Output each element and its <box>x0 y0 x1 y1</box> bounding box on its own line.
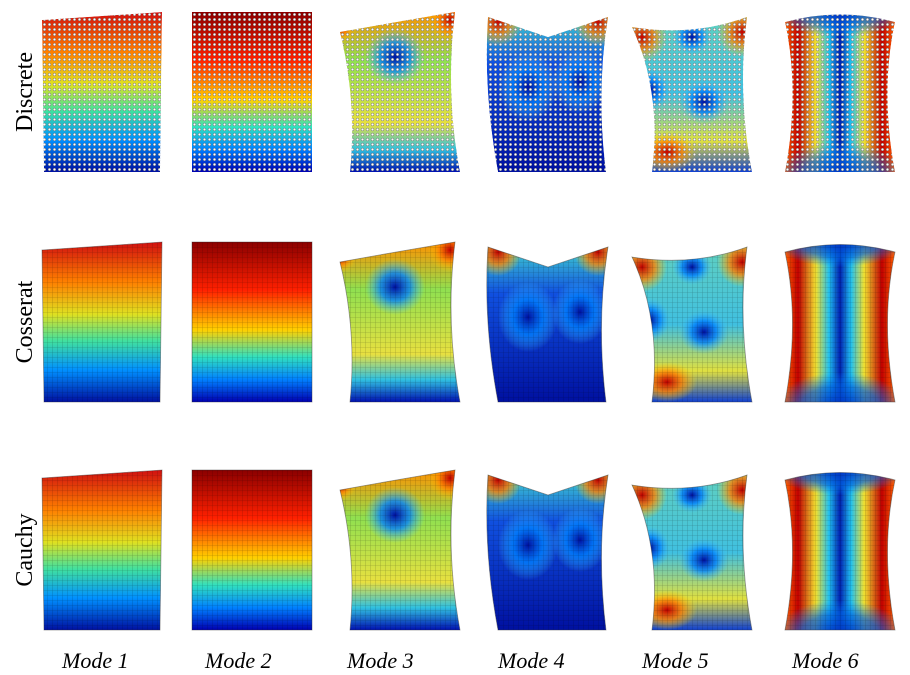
mode-panel <box>37 237 172 412</box>
mode-panel <box>187 7 322 182</box>
mode-panel <box>617 7 767 182</box>
mode-panel <box>617 465 767 640</box>
column-label: Mode 6 <box>791 648 859 673</box>
mode-panel <box>474 0 622 182</box>
mode-panel <box>324 228 472 412</box>
mode-panel <box>474 228 622 412</box>
column-label: Mode 5 <box>641 648 709 673</box>
mode-panel <box>187 237 322 412</box>
mode-panel <box>474 456 622 640</box>
panels <box>37 0 910 670</box>
mode-panel <box>187 465 322 640</box>
row-label: Cosserat <box>12 280 38 363</box>
mode-panel <box>37 465 172 640</box>
figure: Discrete Cosserat Cauchy Mode 1 Mode 2 M… <box>0 0 910 675</box>
column-label: Mode 2 <box>204 648 272 673</box>
column-label: Mode 4 <box>497 648 565 673</box>
column-label: Mode 3 <box>346 648 414 673</box>
mode-panel <box>775 0 910 212</box>
mode-panel <box>324 456 472 640</box>
row-label: Cauchy <box>12 513 38 586</box>
column-label: Mode 1 <box>61 648 129 673</box>
mode-panel <box>617 237 767 412</box>
row-label: Discrete <box>12 52 38 132</box>
mode-panel <box>775 217 910 442</box>
mode-panel <box>324 0 472 182</box>
mode-panel <box>775 445 910 670</box>
mode-panel <box>37 7 172 182</box>
